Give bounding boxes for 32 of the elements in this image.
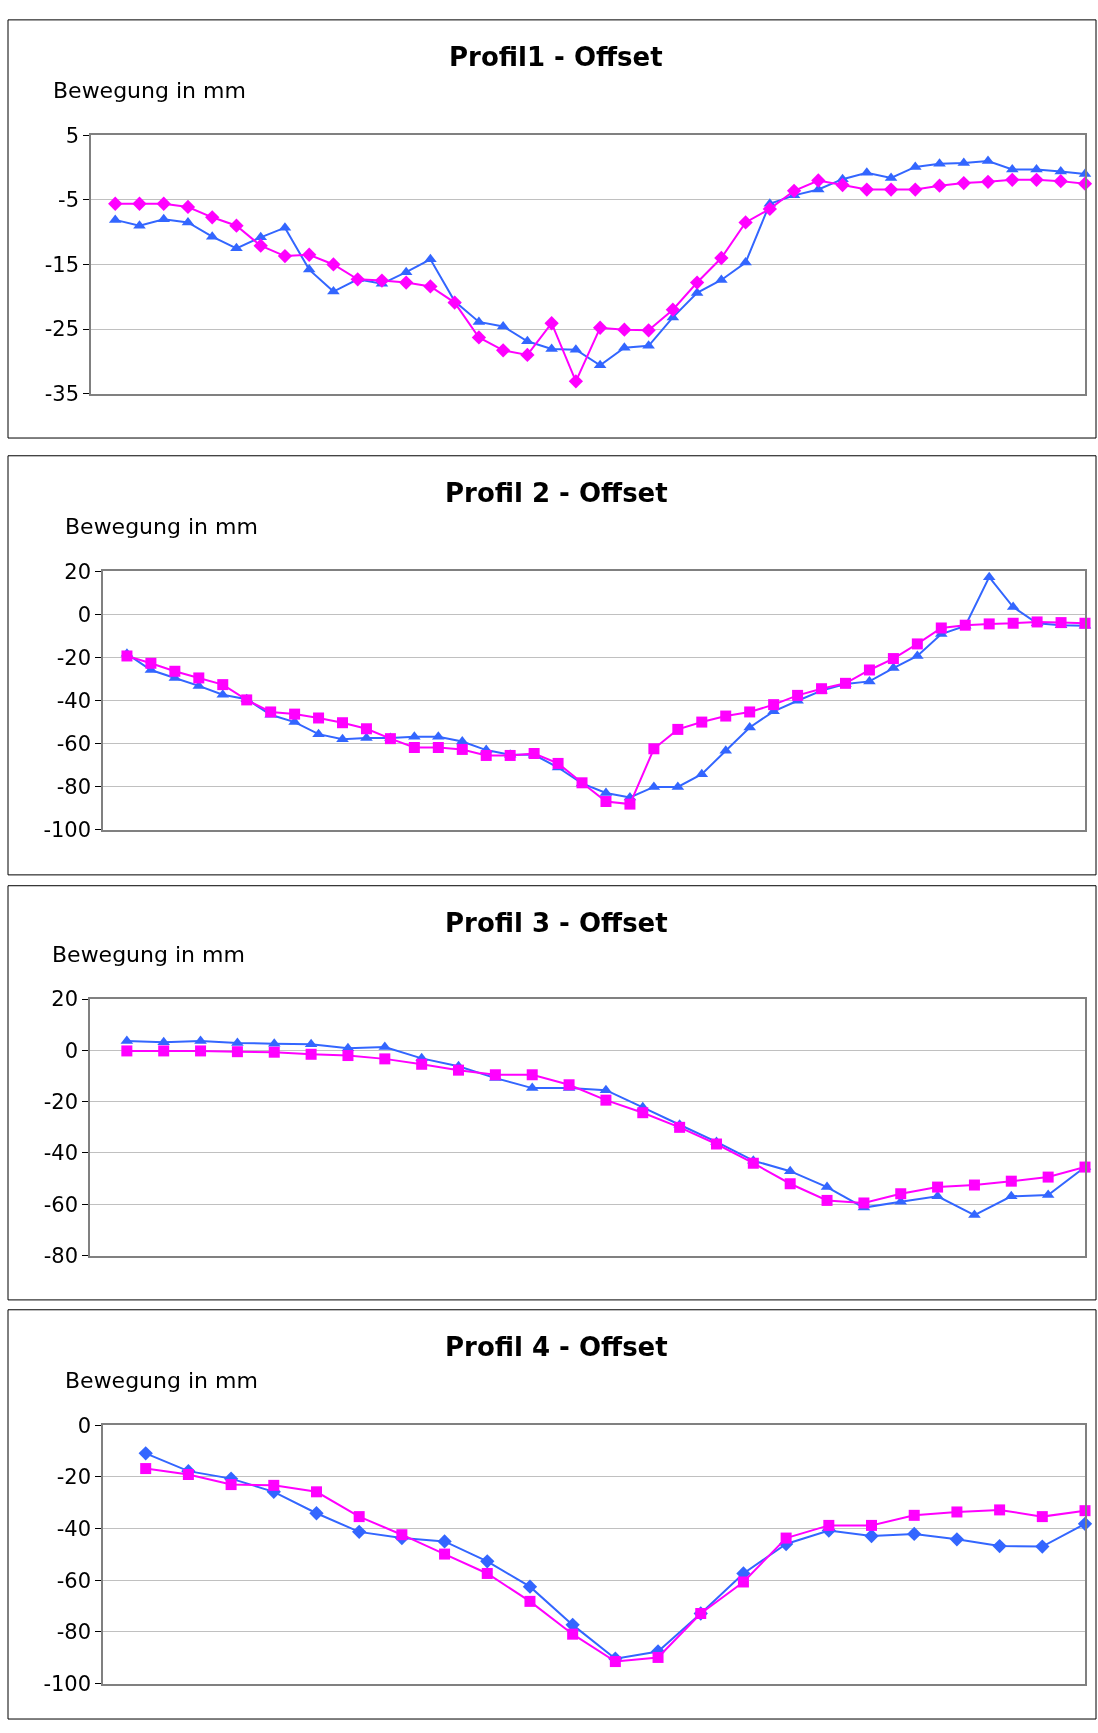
y-axis-title: Bewegung in mm	[65, 514, 258, 539]
y-tick-label: 20	[64, 559, 92, 584]
y-tick-label: 0	[64, 1038, 79, 1063]
y-tick-label: -80	[56, 774, 92, 799]
y-tick-label: -15	[44, 252, 80, 277]
y-tick-label: -80	[43, 1243, 79, 1268]
y-tick-label: -20	[43, 1090, 79, 1115]
y-tick-label: -40	[43, 1141, 79, 1166]
chart-title: Profil 2 - Offset	[445, 478, 668, 508]
y-tick-label: -60	[56, 1568, 92, 1593]
y-tick-label: -40	[56, 1516, 92, 1541]
y-axis-title: Bewegung in mm	[53, 78, 246, 103]
y-tick-label: -5	[58, 188, 80, 213]
y-tick-label: -25	[44, 317, 80, 342]
y-axis-title: Bewegung in mm	[52, 942, 245, 967]
y-tick-label: 5	[65, 123, 80, 148]
y-tick-label: -100	[43, 817, 92, 842]
chart-title: Profil 3 - Offset	[445, 908, 668, 938]
chart-title: Profil 4 - Offset	[445, 1332, 668, 1362]
y-tick-label: -35	[44, 381, 80, 406]
y-tick-label: -100	[43, 1671, 92, 1696]
y-tick-label: -60	[43, 1192, 79, 1217]
y-axis-title: Bewegung in mm	[65, 1368, 258, 1393]
y-tick-label: -60	[56, 731, 92, 756]
y-tick-label: -80	[56, 1620, 92, 1645]
chart-title: Profil1 - Offset	[449, 42, 663, 72]
y-tick-label: 20	[51, 987, 79, 1012]
y-tick-label: 0	[77, 1413, 92, 1438]
y-tick-label: 0	[77, 602, 92, 627]
y-tick-label: -20	[56, 645, 92, 670]
y-tick-label: -20	[56, 1465, 92, 1490]
y-tick-label: -40	[56, 688, 92, 713]
